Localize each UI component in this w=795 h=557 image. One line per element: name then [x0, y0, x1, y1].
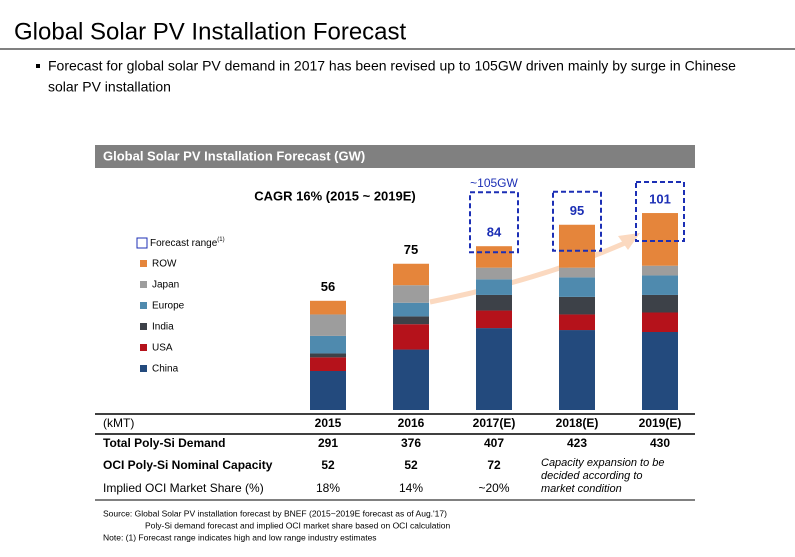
bar-segment [310, 357, 346, 371]
bar-segment [559, 277, 595, 297]
bullet-text: Forecast for global solar PV demand in 2… [48, 58, 736, 74]
bar-segment [642, 265, 678, 276]
total-label: 75 [404, 242, 418, 257]
table-cell: 423 [567, 436, 587, 450]
bar-segment [476, 328, 512, 410]
legend-swatch [140, 344, 147, 351]
legend-label: ROW [152, 259, 177, 270]
table-cell: 291 [318, 436, 338, 450]
table-header: 2016 [398, 416, 425, 430]
bar-segment [310, 335, 346, 354]
table-cell: 52 [321, 458, 335, 472]
cagr-annotation: CAGR 16% (2015 ~ 2019E) [254, 188, 416, 203]
bar-segment [559, 224, 595, 268]
growth-arrow [429, 240, 626, 305]
legend-label: USA [152, 343, 173, 354]
bar-segment [559, 314, 595, 331]
capacity-note: market condition [541, 483, 622, 495]
table-cell: 14% [399, 481, 423, 495]
table-cell: ~20% [478, 481, 509, 495]
legend-note: (1) [217, 237, 224, 243]
table-header: 2015 [315, 416, 342, 430]
bar-segment [559, 330, 595, 410]
legend-swatch [140, 281, 147, 288]
table-cell: 72 [487, 458, 501, 472]
table-cell: 407 [484, 436, 504, 450]
bar-segment [393, 263, 429, 286]
bar-segment [559, 296, 595, 315]
forecast-range-box [635, 181, 685, 243]
bar-segment [310, 353, 346, 358]
capacity-note: Capacity expansion to be [541, 457, 665, 469]
forecast-range-box [552, 190, 602, 252]
bar-segment [310, 314, 346, 336]
bullet-dot [36, 64, 40, 68]
table-cell: OCI Poly-Si Nominal Capacity [103, 458, 273, 472]
bar-segment [393, 302, 429, 317]
legend-label: China [152, 364, 179, 375]
total-label: 56 [321, 279, 335, 294]
legend-label: Forecast range(1) [150, 237, 225, 249]
bar-segment [393, 349, 429, 410]
legend-swatch [140, 260, 147, 267]
table-cell: 18% [316, 481, 340, 495]
bar-segment [476, 279, 512, 295]
footnote: Source: Global Solar PV installation for… [103, 508, 447, 518]
legend-swatch [140, 365, 147, 372]
bullet-text: solar PV installation [48, 79, 171, 95]
table-cell: Total Poly-Si Demand [103, 436, 225, 450]
legend-box [136, 237, 148, 249]
table: (kMT) 2015 2016 2017(E) 2018(E) 2019(E) Total … [95, 413, 695, 542]
bar-segment [476, 310, 512, 329]
chart-title: Global Solar PV Installation Forecast (G… [103, 148, 365, 163]
legend-text: Forecast range [150, 238, 218, 249]
bar-segment [393, 285, 429, 303]
table-cell: 52 [404, 458, 418, 472]
total-label: 95 [570, 203, 584, 218]
slide-title: Global Solar PV Installation Forecast [14, 18, 407, 45]
plot: 56 75 84 95 101 ~105GW ROW Japan Europe India USA C… [140, 176, 685, 410]
total-label: 101 [649, 191, 671, 206]
footnote: Note: (1) Forecast range indicates high … [103, 532, 377, 542]
bar-segment [476, 246, 512, 268]
table-header: 2018(E) [556, 416, 599, 430]
bar-segment [559, 267, 595, 278]
bar-segment [642, 213, 678, 266]
table-cell: 376 [401, 436, 421, 450]
total-label: 84 [487, 225, 502, 240]
legend-swatch [140, 323, 147, 330]
forecast-range-box [469, 191, 519, 254]
growth-arrowhead [618, 233, 640, 250]
bar-segment [642, 294, 678, 313]
legend-label: Europe [152, 301, 185, 312]
bar-segment [476, 267, 512, 280]
legend-label: India [152, 322, 174, 333]
table-header: 2017(E) [473, 416, 516, 430]
table-header: 2019(E) [639, 416, 682, 430]
bar-segment [310, 371, 346, 410]
bar-segment [393, 324, 429, 350]
bar-segment [310, 300, 346, 315]
bar-segment [642, 275, 678, 295]
bar-segment [642, 312, 678, 332]
legend-label: Japan [152, 280, 179, 291]
table-cell: 430 [650, 436, 670, 450]
chart-header [95, 145, 695, 168]
table-header: (kMT) [103, 416, 134, 430]
legend-swatch [140, 302, 147, 309]
footnote: Poly-Si demand forecast and implied OCI … [145, 520, 450, 530]
capacity-note: decided according to [541, 470, 643, 482]
table-cell: Implied OCI Market Share (%) [103, 481, 264, 495]
bar-segment [642, 332, 678, 410]
bar-segment [476, 294, 512, 311]
range-annotation: ~105GW [470, 176, 518, 190]
bar-segment [393, 316, 429, 325]
